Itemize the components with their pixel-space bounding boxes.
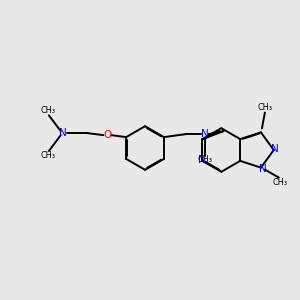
- Text: CH₃: CH₃: [197, 155, 212, 164]
- Text: CH₃: CH₃: [40, 106, 56, 115]
- Text: N: N: [201, 129, 208, 139]
- Text: N: N: [59, 128, 67, 138]
- Text: N: N: [259, 164, 267, 174]
- Text: CH₃: CH₃: [40, 152, 56, 160]
- Text: CH₃: CH₃: [272, 178, 287, 187]
- Text: O: O: [103, 130, 112, 140]
- Text: CH₃: CH₃: [258, 103, 273, 112]
- Text: N: N: [198, 155, 206, 165]
- Text: N: N: [271, 144, 279, 154]
